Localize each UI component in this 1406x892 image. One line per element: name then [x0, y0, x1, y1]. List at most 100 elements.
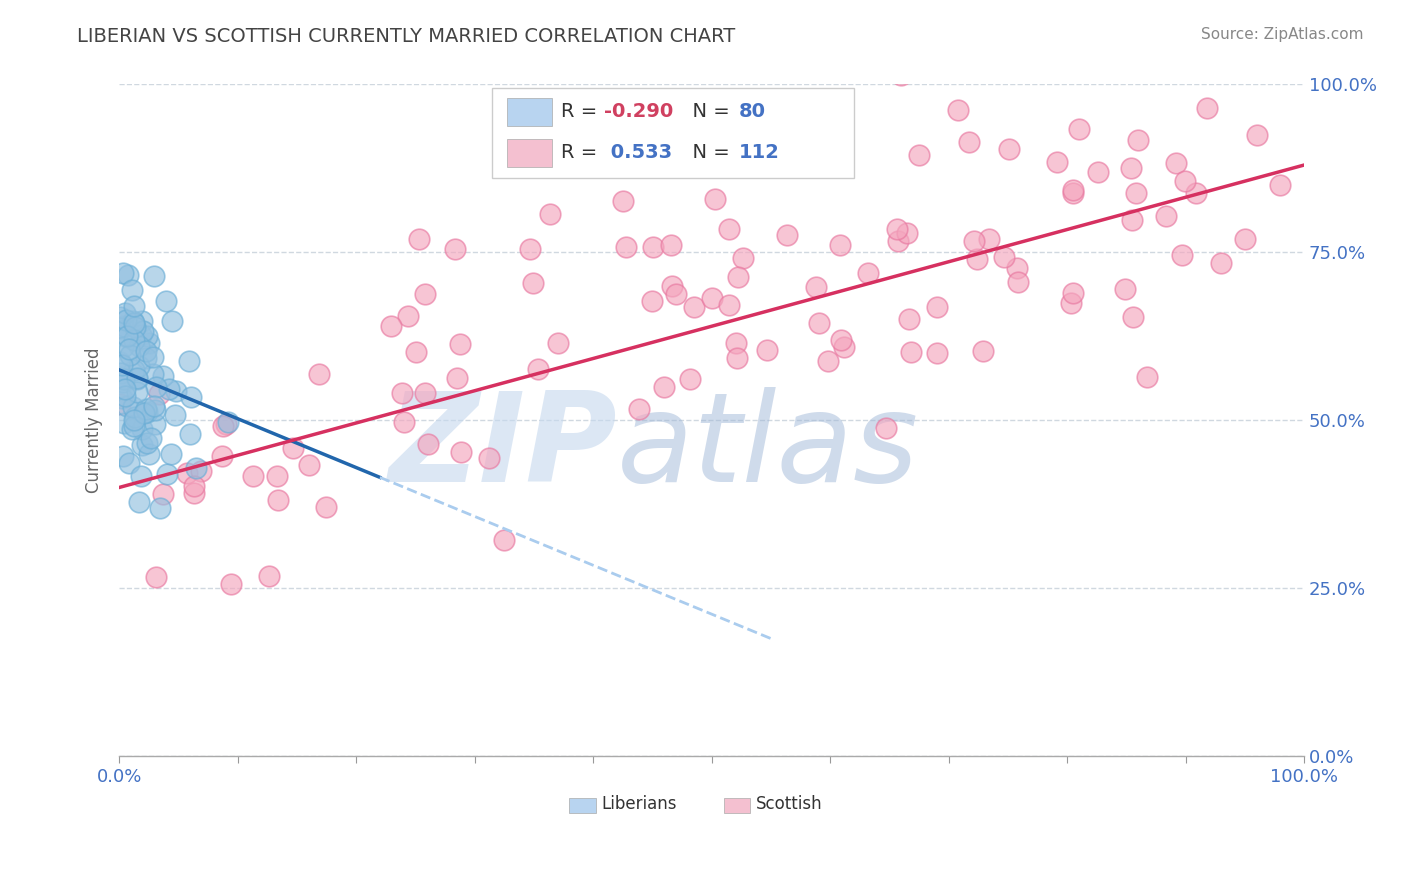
Point	[266, 469, 288, 483]
Point	[806, 280, 828, 294]
Point	[886, 222, 908, 236]
Point	[665, 286, 688, 301]
Point	[148, 500, 170, 515]
Point	[121, 283, 143, 297]
Point	[114, 382, 136, 396]
Point	[114, 389, 136, 403]
Point	[131, 438, 153, 452]
Point	[183, 485, 205, 500]
Point	[111, 375, 134, 389]
Point	[190, 464, 212, 478]
Point	[659, 237, 682, 252]
Point	[112, 266, 135, 280]
Point	[128, 339, 150, 353]
FancyBboxPatch shape	[724, 797, 749, 813]
Y-axis label: Currently Married: Currently Married	[86, 348, 103, 493]
Point	[112, 449, 135, 463]
Point	[118, 348, 141, 362]
Point	[413, 386, 436, 401]
Point	[925, 300, 948, 314]
Point	[211, 449, 233, 463]
Point	[128, 359, 150, 374]
Point	[1197, 101, 1219, 115]
Point	[122, 418, 145, 433]
Point	[416, 437, 439, 451]
Point	[616, 240, 638, 254]
Point	[180, 390, 202, 404]
Point	[1007, 275, 1029, 289]
Point	[112, 417, 135, 431]
Point	[519, 242, 541, 256]
Point	[966, 252, 988, 267]
Point	[111, 359, 134, 373]
Point	[654, 380, 676, 394]
Point	[1125, 186, 1147, 200]
Point	[110, 320, 132, 334]
Point	[135, 351, 157, 365]
Point	[142, 400, 165, 414]
Point	[142, 350, 165, 364]
Point	[1062, 285, 1084, 300]
Point	[110, 310, 132, 324]
Point	[522, 277, 544, 291]
FancyBboxPatch shape	[506, 98, 551, 126]
FancyBboxPatch shape	[569, 797, 596, 813]
Point	[112, 318, 135, 333]
Point	[727, 269, 749, 284]
Point	[900, 345, 922, 359]
Point	[700, 291, 723, 305]
Point	[828, 238, 851, 252]
Point	[1166, 156, 1188, 170]
Point	[117, 330, 139, 344]
Point	[183, 479, 205, 493]
Point	[212, 419, 235, 434]
Point	[1046, 155, 1069, 169]
Point	[627, 402, 650, 417]
Point	[392, 415, 415, 429]
Point	[661, 278, 683, 293]
Point	[1136, 370, 1159, 384]
Point	[145, 570, 167, 584]
Point	[1062, 186, 1084, 200]
Text: ZIP: ZIP	[388, 386, 617, 508]
FancyBboxPatch shape	[506, 139, 551, 167]
Point	[733, 251, 755, 265]
Point	[875, 421, 897, 435]
Text: LIBERIAN VS SCOTTISH CURRENTLY MARRIED CORRELATION CHART: LIBERIAN VS SCOTTISH CURRENTLY MARRIED C…	[77, 27, 735, 45]
Text: N =: N =	[679, 144, 735, 162]
Point	[1121, 212, 1143, 227]
Point	[1087, 164, 1109, 178]
Text: -0.290: -0.290	[603, 102, 673, 120]
Point	[132, 324, 155, 338]
Point	[898, 312, 921, 326]
Point	[143, 417, 166, 431]
Point	[121, 400, 143, 414]
Point	[112, 372, 135, 386]
Point	[127, 385, 149, 400]
Point	[165, 384, 187, 398]
Point	[267, 492, 290, 507]
Point	[1005, 260, 1028, 275]
Point	[122, 362, 145, 376]
Point	[957, 135, 980, 149]
Point	[155, 294, 177, 309]
Point	[298, 458, 321, 472]
Point	[808, 316, 831, 330]
Text: Source: ZipAtlas.com: Source: ZipAtlas.com	[1201, 27, 1364, 42]
Point	[494, 533, 516, 547]
Point	[156, 467, 179, 481]
Point	[1185, 186, 1208, 201]
Point	[449, 337, 471, 351]
Point	[408, 232, 430, 246]
Point	[717, 298, 740, 312]
Point	[124, 319, 146, 334]
Point	[186, 460, 208, 475]
Point	[111, 391, 134, 405]
Point	[221, 577, 243, 591]
Text: 112: 112	[740, 144, 780, 162]
Point	[413, 287, 436, 301]
Point	[547, 336, 569, 351]
Point	[136, 404, 159, 418]
Point	[117, 268, 139, 283]
Point	[832, 340, 855, 354]
